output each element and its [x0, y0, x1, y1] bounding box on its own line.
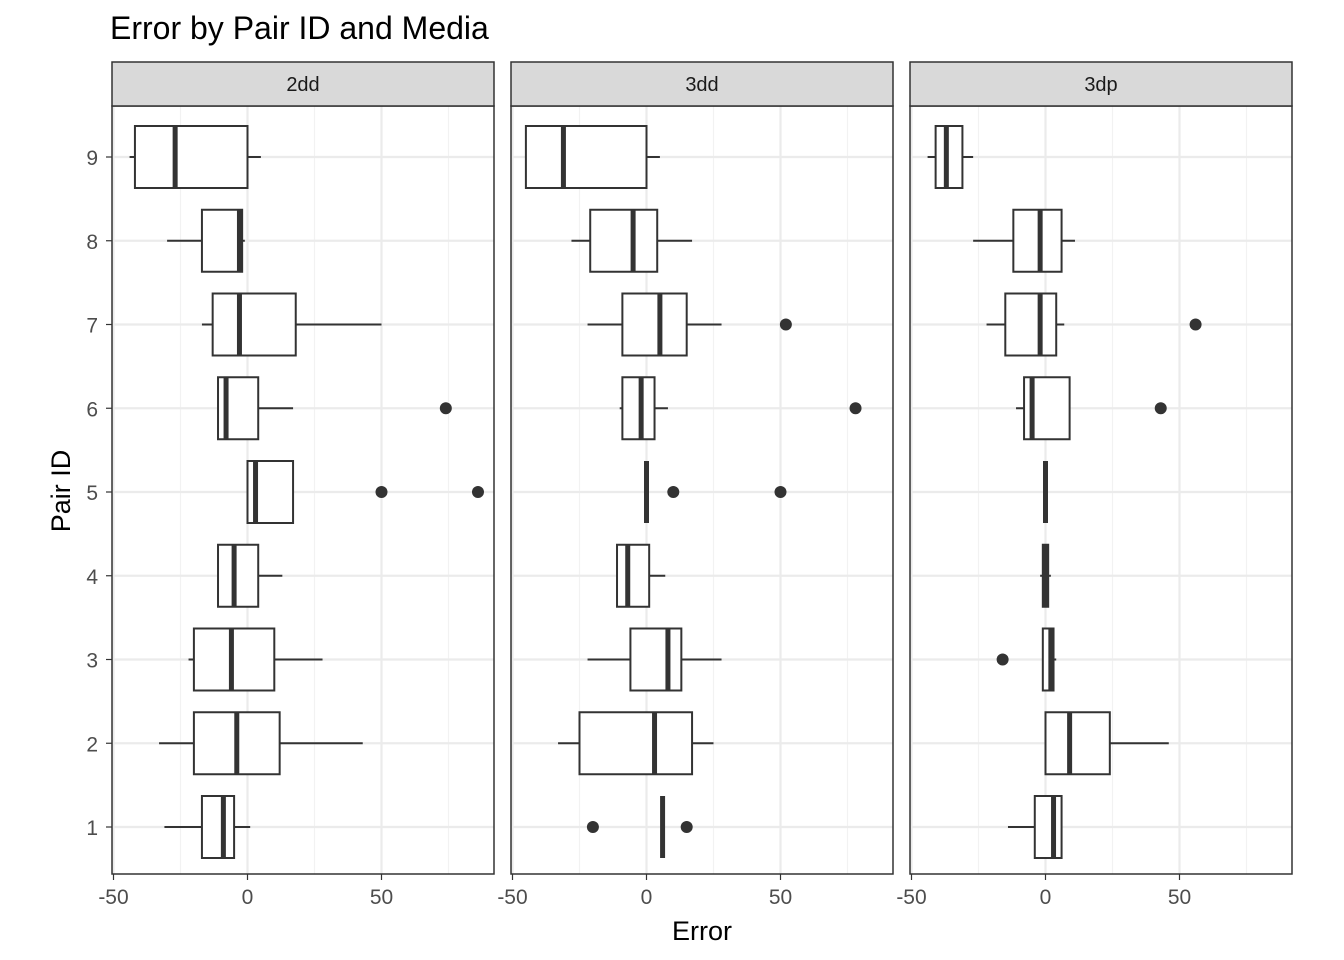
- panel-background: [112, 106, 494, 874]
- facet-panels: 1 2 3 4 5 6 7 8 9 2dd -50 0 50 3dd -50 0 50 3dp -50 0 50: [86, 61, 1293, 909]
- box-pair-3: [188, 627, 323, 692]
- facet-strip-label: 2dd: [286, 74, 319, 96]
- box-iqr: [1012, 208, 1063, 273]
- facet-strip: [111, 61, 495, 107]
- y-tick-label: 8: [86, 231, 98, 254]
- box-iqr: [934, 125, 964, 189]
- box-pair-9: [927, 125, 974, 189]
- box-pair-7: [201, 292, 382, 357]
- box-iqr: [578, 711, 694, 776]
- box-pair-4: [217, 543, 283, 608]
- outlier-point: [439, 402, 452, 415]
- box-pair-6: [217, 376, 452, 441]
- box-iqr: [217, 543, 260, 608]
- box-pair-7: [986, 292, 1202, 357]
- facet-panel-3dp: 3dp -50 0 50: [896, 61, 1293, 909]
- outlier-point: [1189, 318, 1202, 331]
- box-pair-3: [587, 627, 722, 692]
- y-tick-label: 5: [86, 482, 98, 505]
- box-pair-8: [167, 208, 245, 273]
- x-tick-label: 50: [769, 886, 792, 909]
- box-pair-2: [159, 711, 363, 776]
- box-pair-6: [619, 376, 862, 441]
- box-pair-4: [1040, 543, 1051, 608]
- box-iqr: [211, 292, 297, 357]
- outlier-point: [774, 486, 787, 498]
- box-pair-9: [129, 125, 261, 189]
- outlier-point: [471, 486, 484, 498]
- box-iqr: [589, 208, 659, 273]
- x-tick-label: 0: [641, 886, 653, 909]
- x-tick-label: -50: [497, 886, 527, 909]
- outlier-point: [667, 486, 680, 498]
- box-iqr: [1033, 795, 1063, 859]
- facet-strip-label: 3dp: [1084, 74, 1117, 96]
- x-tick-label: 0: [1040, 886, 1052, 909]
- box-iqr: [616, 543, 651, 608]
- y-tick-label: 2: [86, 733, 98, 756]
- outlier-point: [849, 402, 862, 415]
- box-pair-5: [644, 461, 787, 523]
- chart-title: Error by Pair ID and Media: [110, 10, 489, 46]
- panel-background: [511, 106, 893, 874]
- x-tick-label: -50: [896, 886, 926, 909]
- box-pair-2: [1044, 711, 1169, 776]
- box-iqr: [200, 208, 244, 273]
- outlier-point: [680, 821, 693, 833]
- box-pair-1: [164, 795, 251, 859]
- x-tick-label: 50: [1168, 886, 1191, 909]
- x-axis-title: Error: [672, 916, 732, 946]
- x-tick-label: 0: [242, 886, 254, 909]
- facet-panel-3dd: 3dd -50 0 50: [497, 61, 894, 909]
- box-iqr: [133, 125, 249, 189]
- box-pair-6: [1016, 376, 1167, 441]
- box-iqr: [524, 125, 648, 189]
- box-pair-9: [524, 125, 660, 189]
- box-pair-7: [587, 292, 792, 357]
- box-pair-1: [1007, 795, 1063, 859]
- box-iqr: [621, 376, 656, 441]
- y-tick-label: 4: [86, 566, 98, 589]
- box-iqr: [621, 292, 688, 357]
- y-tick-label: 1: [86, 817, 98, 840]
- y-tick-label: 3: [86, 650, 98, 673]
- box-pair-8: [973, 208, 1075, 273]
- x-tick-label: -50: [98, 886, 128, 909]
- x-tick-label: 50: [370, 886, 393, 909]
- outlier-point: [375, 486, 388, 498]
- box-pair-5: [246, 460, 484, 524]
- y-axis-title: Pair ID: [46, 450, 76, 533]
- y-axis: 1 2 3 4 5 6 7 8 9: [86, 147, 112, 840]
- facet-strip: [510, 61, 894, 107]
- box-pair-2: [558, 711, 714, 776]
- box-iqr: [200, 795, 236, 859]
- facet-panel-2dd: 2dd -50 0 50: [98, 61, 495, 909]
- y-tick-label: 6: [86, 398, 98, 421]
- box-iqr: [1044, 711, 1111, 776]
- box-iqr: [1041, 627, 1055, 692]
- outlier-point: [996, 653, 1009, 666]
- box-iqr: [629, 627, 683, 692]
- box-pair-8: [571, 208, 693, 273]
- outlier-point: [1154, 402, 1167, 415]
- outlier-point: [779, 318, 792, 331]
- facet-strip-label: 3dd: [685, 74, 718, 96]
- box-pair-3: [996, 627, 1057, 692]
- y-tick-label: 7: [86, 315, 98, 338]
- outlier-point: [586, 821, 599, 833]
- box-iqr: [192, 627, 276, 692]
- y-tick-label: 9: [86, 147, 98, 170]
- facet-strip: [909, 61, 1293, 107]
- box-pair-1: [586, 796, 693, 858]
- box-pair-4: [616, 543, 666, 608]
- box-iqr: [1004, 292, 1058, 357]
